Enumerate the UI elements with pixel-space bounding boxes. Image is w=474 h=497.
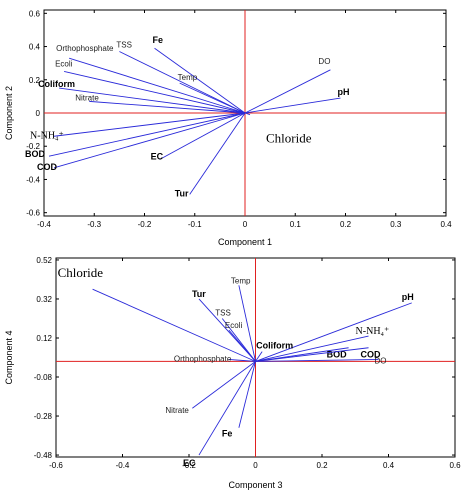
vector-coliform bbox=[59, 87, 246, 114]
y-tick-label: -0.2 bbox=[26, 142, 40, 151]
y-axis-title: Component 2 bbox=[4, 86, 14, 140]
vector-label-bod: BOD bbox=[25, 149, 46, 159]
y-tick-label: -0.08 bbox=[34, 373, 53, 382]
vector-ecoli bbox=[63, 71, 246, 114]
y-tick-label: -0.6 bbox=[26, 209, 40, 218]
y-tick-label: 0.52 bbox=[36, 256, 52, 265]
x-axis-title: Component 3 bbox=[228, 480, 282, 490]
y-tick-label: -0.28 bbox=[34, 412, 53, 421]
y-tick-label: 0.32 bbox=[36, 295, 52, 304]
vector-label-nitrate: Nitrate bbox=[75, 93, 99, 102]
vector-ec bbox=[198, 361, 256, 456]
vector-label-coliform: Coliform bbox=[38, 79, 75, 89]
vector-label-orthophosphate: Orthophosphate bbox=[56, 44, 114, 53]
y-tick-label: -0.4 bbox=[26, 175, 40, 184]
vector-orthophosphate bbox=[228, 359, 256, 362]
vector-label-n-nh: N-NH₄⁺ bbox=[30, 130, 64, 141]
y-axis-title: Component 4 bbox=[4, 330, 14, 384]
vector-label-do: DO bbox=[375, 356, 387, 365]
y-tick-label: 0 bbox=[36, 109, 41, 118]
vector-chloride bbox=[92, 288, 256, 362]
vector-nitrate bbox=[89, 100, 246, 114]
x-tick-label: 0.4 bbox=[383, 461, 395, 470]
biplot-component-3-4: -0.6 -0.4 -0.2 0 0.2 0.4 0.6 0.52 0.32 0.12 -0.08 -… bbox=[4, 256, 461, 490]
x-tick-label: -0.2 bbox=[182, 461, 196, 470]
vector-ph bbox=[244, 97, 341, 114]
vector-tss bbox=[119, 51, 246, 114]
vector-n-nh bbox=[53, 112, 246, 137]
vector-label-tss: TSS bbox=[116, 41, 132, 50]
vector-label-chloride: Chloride bbox=[58, 265, 104, 280]
vector-temp bbox=[179, 82, 246, 114]
x-tick-label: -0.4 bbox=[37, 220, 51, 229]
x-tick-label: 0.2 bbox=[316, 461, 328, 470]
vector-label-chloride: Chloride bbox=[266, 131, 312, 146]
vector-label-coliform: Coliform bbox=[256, 341, 293, 351]
vector-cod bbox=[255, 347, 369, 362]
vector-label-temp: Temp bbox=[231, 276, 251, 285]
x-tick-label: -0.2 bbox=[138, 220, 152, 229]
vector-label-fe: Fe bbox=[222, 429, 233, 439]
x-tick-label: 0 bbox=[253, 461, 258, 470]
x-tick-label: -0.4 bbox=[116, 461, 130, 470]
vector-ph bbox=[255, 302, 412, 362]
y-tick-label: 0.2 bbox=[29, 76, 41, 85]
vector-n-nh bbox=[255, 335, 369, 362]
x-tick-label: 0.1 bbox=[290, 220, 302, 229]
vector-ecoli bbox=[228, 329, 256, 362]
x-tick-label: 0.6 bbox=[449, 461, 461, 470]
vector-ec bbox=[159, 112, 246, 160]
vector-label-tur: Tur bbox=[192, 289, 206, 299]
vector-orthophosphate bbox=[68, 57, 246, 114]
vector-label-n-nh: N-NH₄⁺ bbox=[356, 326, 390, 337]
vector-fe bbox=[154, 47, 246, 114]
x-tick-label: 0.2 bbox=[340, 220, 352, 229]
vector-label-ec: EC bbox=[151, 152, 164, 162]
biplot-component-1-2: -0.4 -0.3 -0.2 -0.1 0 0.1 0.2 0.3 0.4 0.6 0.4 0.2 0 -… bbox=[4, 9, 452, 247]
vector-do bbox=[244, 69, 331, 114]
vector-label-cod: COD bbox=[361, 350, 382, 360]
vector-label-fe: Fe bbox=[153, 35, 164, 45]
x-tick-label: -0.1 bbox=[188, 220, 202, 229]
vector-do bbox=[255, 359, 379, 362]
vector-label-cod: COD bbox=[37, 162, 58, 172]
vector-label-tss: TSS bbox=[215, 308, 231, 317]
vector-label-ecoli: Ecoli bbox=[225, 321, 243, 330]
y-tick-label: 0.12 bbox=[36, 334, 52, 343]
x-tick-label: -0.3 bbox=[87, 220, 101, 229]
vector-label-temp: Temp bbox=[178, 73, 198, 82]
vector-label-ecoli: Ecoli bbox=[55, 59, 73, 68]
vector-label-tur: Tur bbox=[175, 188, 189, 198]
vector-label-bod: BOD bbox=[327, 350, 348, 360]
vector-label-ec: EC bbox=[183, 458, 196, 468]
vector-cod bbox=[53, 112, 246, 169]
x-tick-label: 0 bbox=[243, 220, 248, 229]
vector-bod bbox=[48, 112, 246, 157]
vector-chloride bbox=[244, 112, 251, 116]
x-axis-title: Component 1 bbox=[218, 237, 272, 247]
y-tick-label: 0.6 bbox=[29, 9, 41, 18]
y-tick-label: 0.4 bbox=[29, 43, 41, 52]
x-tick-label: -0.6 bbox=[49, 461, 63, 470]
x-tick-label: 0.4 bbox=[440, 220, 452, 229]
vector-coliform bbox=[255, 351, 263, 362]
vector-tur bbox=[189, 112, 246, 195]
x-tick-label: 0.3 bbox=[390, 220, 402, 229]
vector-temp bbox=[238, 285, 256, 362]
vector-nitrate bbox=[192, 361, 256, 409]
vector-label-ph: pH bbox=[337, 87, 349, 97]
vector-label-ph: pH bbox=[402, 292, 414, 302]
vector-label-orthophosphate: Orthophosphate bbox=[174, 354, 232, 363]
vector-label-nitrate: Nitrate bbox=[165, 406, 189, 415]
y-tick-label: -0.48 bbox=[34, 451, 53, 460]
vector-fe bbox=[238, 361, 256, 428]
vector-label-do: DO bbox=[318, 57, 330, 66]
